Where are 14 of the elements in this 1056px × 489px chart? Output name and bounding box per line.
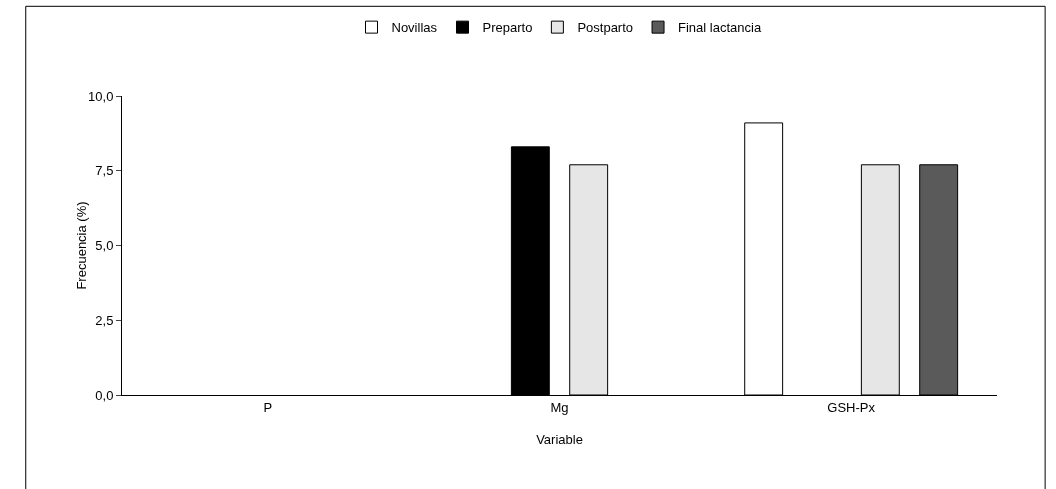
x-tick-label: Mg: [550, 399, 569, 415]
y-tick-label: 5,0: [95, 238, 114, 254]
y-tick-label: 0,0: [95, 387, 114, 403]
x-axis-title: Variable: [536, 432, 583, 447]
y-tick-label: 10,0: [88, 88, 114, 104]
y-tick-label: 7,5: [95, 163, 114, 179]
legend-label: Final lactancia: [678, 20, 762, 36]
legend-label: Preparto: [482, 20, 533, 36]
x-tick-label: P: [263, 399, 273, 415]
x-tick-label: GSH-Px: [827, 399, 876, 415]
legend-label: Postparto: [577, 20, 634, 36]
y-axis-title: Frecuencia (%): [74, 201, 89, 290]
legend-label: Novillas: [391, 20, 438, 36]
y-tick-label: 2,5: [95, 312, 114, 328]
